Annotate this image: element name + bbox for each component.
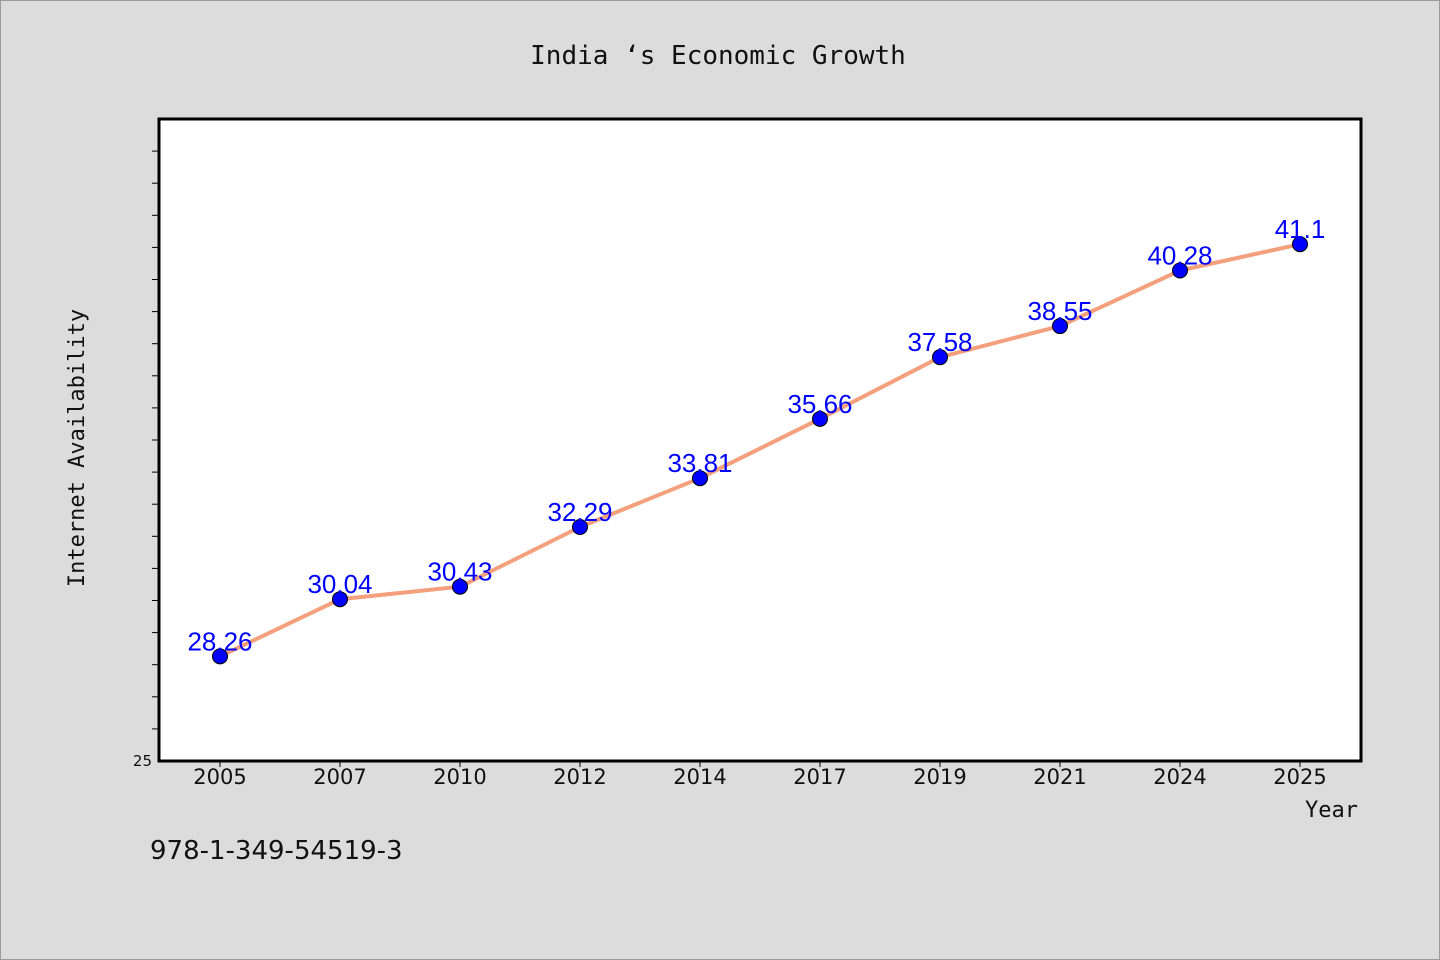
plot-area <box>157 117 1363 763</box>
y-axis-label: Internet Availability <box>65 309 90 587</box>
x-tick-label: 2021 <box>1033 765 1086 789</box>
data-label: 37.58 <box>907 327 972 357</box>
series-layer: 28.26 30.04 30.43 32.29 33.81 35.66 37.58 38.55… <box>187 214 1326 665</box>
data-point-marker <box>572 518 588 535</box>
x-tick-label: 2014 <box>673 765 726 789</box>
data-point-marker <box>332 591 348 608</box>
data-point-marker <box>932 349 948 366</box>
data-label: 35.66 <box>787 389 852 419</box>
y-axis-ticks: 25 <box>133 150 159 770</box>
data-label: 30.43 <box>427 557 492 587</box>
data-point-marker <box>1172 262 1188 279</box>
data-point-marker <box>212 648 228 665</box>
data-point-marker <box>1052 318 1068 335</box>
series-line <box>219 242 1301 659</box>
data-point-marker <box>452 578 468 595</box>
x-tick-label: 2024 <box>1153 765 1206 789</box>
y-tick-label: 25 <box>133 752 152 770</box>
data-label: 38.55 <box>1027 296 1092 326</box>
data-label: 30.04 <box>307 569 372 599</box>
x-tick-label: 2017 <box>793 765 846 789</box>
data-label: 33.81 <box>667 448 732 478</box>
x-tick-label: 2010 <box>433 765 486 789</box>
chart-title: India ‘s Economic Growth <box>530 41 906 71</box>
data-label: 28.26 <box>187 626 252 656</box>
data-point-marker <box>692 470 708 487</box>
x-axis-ticks: 2005 2007 2010 2012 2014 2017 2019 2021 2024 2025 <box>193 761 1327 789</box>
x-tick-label: 2019 <box>913 765 966 789</box>
data-label: 32.29 <box>547 497 612 527</box>
x-axis-label: Year <box>1305 798 1358 823</box>
data-label: 41.1 <box>1275 214 1326 244</box>
x-tick-label: 2005 <box>193 765 246 789</box>
data-label: 40.28 <box>1147 241 1212 271</box>
x-tick-label: 2007 <box>313 765 366 789</box>
isbn-text: 978-1-349-54519-3 <box>150 836 403 866</box>
data-point-marker <box>1292 236 1308 253</box>
x-tick-label: 2025 <box>1273 765 1326 789</box>
x-tick-label: 2012 <box>553 765 606 789</box>
data-point-marker <box>812 410 828 427</box>
